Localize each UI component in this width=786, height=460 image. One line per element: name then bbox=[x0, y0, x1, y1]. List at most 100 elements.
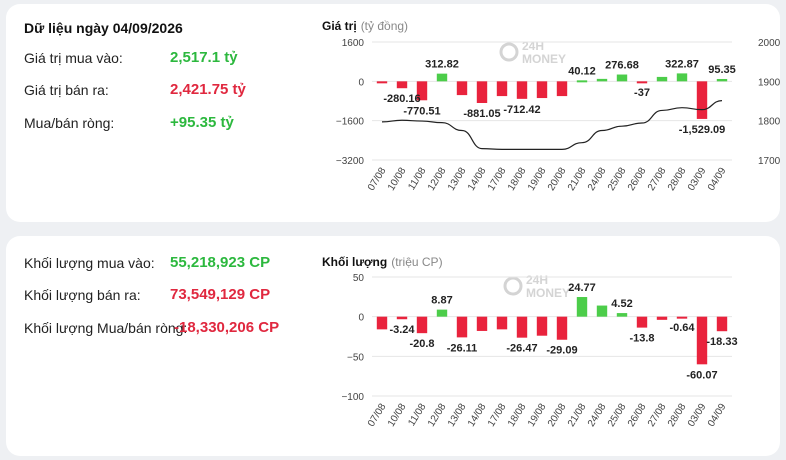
x-tick-label: 14/08 bbox=[466, 165, 489, 192]
data-label: -770.51 bbox=[403, 105, 440, 117]
bar bbox=[636, 81, 648, 84]
bar bbox=[416, 81, 428, 101]
data-label: 40.12 bbox=[568, 65, 596, 77]
y-tick-label: −50 bbox=[347, 352, 364, 363]
x-tick-label: 20/08 bbox=[546, 401, 569, 428]
data-label: -29.09 bbox=[546, 345, 577, 357]
x-tick-label: 04/09 bbox=[706, 401, 729, 428]
x-tick-label: 21/08 bbox=[566, 165, 589, 192]
watermark-text: 24H bbox=[526, 273, 548, 287]
x-tick-label: 25/08 bbox=[606, 401, 629, 428]
x-tick-label: 14/08 bbox=[466, 401, 489, 428]
net-volume: -18,330,206 CP bbox=[174, 319, 280, 336]
x-tick-label: 19/08 bbox=[526, 165, 549, 192]
x-tick-label: 25/08 bbox=[606, 165, 629, 192]
x-tick-label: 19/08 bbox=[526, 401, 549, 428]
data-label: -18.33 bbox=[706, 336, 737, 348]
bar bbox=[476, 316, 488, 331]
y-tick-label: 0 bbox=[358, 313, 364, 324]
x-tick-label: 04/09 bbox=[706, 165, 729, 192]
x-tick-label: 28/08 bbox=[666, 401, 689, 428]
data-label: -20.8 bbox=[409, 338, 434, 350]
y2-tick-label: 1800 bbox=[758, 117, 780, 128]
bar bbox=[496, 316, 508, 330]
bar bbox=[656, 76, 668, 82]
y-tick-label: −100 bbox=[341, 392, 364, 403]
x-tick-label: 12/08 bbox=[426, 165, 449, 192]
bar bbox=[716, 316, 728, 332]
bar bbox=[496, 81, 508, 97]
x-tick-label: 03/09 bbox=[686, 401, 709, 428]
x-tick-label: 18/08 bbox=[506, 165, 529, 192]
sell-value: 2,421.75 tỷ bbox=[170, 81, 246, 98]
bar bbox=[456, 81, 468, 96]
bar bbox=[696, 316, 708, 365]
data-label: 24.77 bbox=[568, 282, 596, 294]
x-tick-label: 26/08 bbox=[626, 165, 649, 192]
x-tick-label: 03/09 bbox=[686, 165, 709, 192]
x-tick-label: 07/08 bbox=[366, 165, 389, 192]
data-label: -13.8 bbox=[629, 333, 654, 345]
x-tick-label: 10/08 bbox=[386, 165, 409, 192]
volume-chart-title: Khối lượng (triệu CP) bbox=[322, 255, 443, 269]
bar bbox=[656, 316, 668, 320]
x-tick-label: 07/08 bbox=[366, 401, 389, 428]
data-label: -0.64 bbox=[669, 322, 695, 334]
bar bbox=[396, 81, 408, 89]
sell-volume-label: Khối lượng bán ra: bbox=[24, 287, 141, 303]
x-tick-label: 28/08 bbox=[666, 165, 689, 192]
bar bbox=[576, 80, 588, 83]
bar bbox=[716, 78, 728, 82]
watermark-text: 24H bbox=[522, 39, 544, 53]
y2-tick-label: 2000 bbox=[758, 38, 780, 49]
y2-tick-label: 1900 bbox=[758, 77, 780, 88]
data-label: 276.68 bbox=[605, 60, 639, 72]
watermark-logo-icon bbox=[499, 42, 519, 62]
bar bbox=[556, 81, 568, 97]
data-label: -26.11 bbox=[447, 342, 478, 354]
buy-value-label: Giá trị mua vào: bbox=[24, 50, 123, 66]
data-label: 8.87 bbox=[431, 295, 452, 307]
bar bbox=[396, 316, 408, 320]
x-tick-label: 26/08 bbox=[626, 401, 649, 428]
y2-tick-label: 1700 bbox=[758, 156, 780, 167]
bar bbox=[376, 316, 388, 330]
y-tick-label: 0 bbox=[358, 77, 364, 88]
bar bbox=[676, 73, 688, 82]
buy-value: 2,517.1 tỷ bbox=[170, 49, 238, 66]
sell-volume: 73,549,129 CP bbox=[170, 286, 271, 303]
x-tick-label: 11/08 bbox=[406, 165, 428, 192]
bar bbox=[596, 305, 608, 317]
net-volume-label: Khối lượng Mua/bán ròng: bbox=[24, 320, 188, 336]
data-label: -3.24 bbox=[389, 324, 415, 336]
series-line bbox=[381, 100, 723, 150]
net-value-label: Mua/bán ròng: bbox=[24, 115, 115, 131]
data-label: 312.82 bbox=[425, 59, 459, 71]
bar bbox=[576, 297, 588, 317]
data-label: -60.07 bbox=[686, 369, 717, 381]
bar bbox=[456, 316, 468, 338]
watermark-logo-icon bbox=[503, 276, 523, 296]
bar bbox=[416, 316, 428, 334]
bar bbox=[436, 309, 448, 317]
buy-volume-label: Khối lượng mua vào: bbox=[24, 255, 155, 271]
bar bbox=[376, 81, 388, 84]
bar bbox=[616, 313, 628, 317]
y-tick-label: 1600 bbox=[342, 38, 365, 49]
data-label: 4.52 bbox=[611, 298, 632, 310]
x-tick-label: 21/08 bbox=[566, 401, 589, 428]
data-label: -1,529.09 bbox=[679, 124, 725, 136]
y-tick-label: −1600 bbox=[336, 117, 365, 128]
value-panel: Dữ liệu ngày 04/09/2026 Giá trị mua vào:… bbox=[6, 4, 780, 222]
x-tick-label: 11/08 bbox=[406, 401, 428, 428]
watermark-text: MONEY bbox=[522, 52, 566, 66]
x-tick-label: 17/08 bbox=[486, 401, 509, 428]
x-tick-label: 20/08 bbox=[546, 165, 569, 192]
bar bbox=[516, 316, 528, 338]
x-tick-label: 18/08 bbox=[506, 401, 529, 428]
bar bbox=[436, 73, 448, 82]
value-chart-title-text: Giá trị bbox=[322, 19, 357, 33]
bar bbox=[696, 81, 708, 119]
